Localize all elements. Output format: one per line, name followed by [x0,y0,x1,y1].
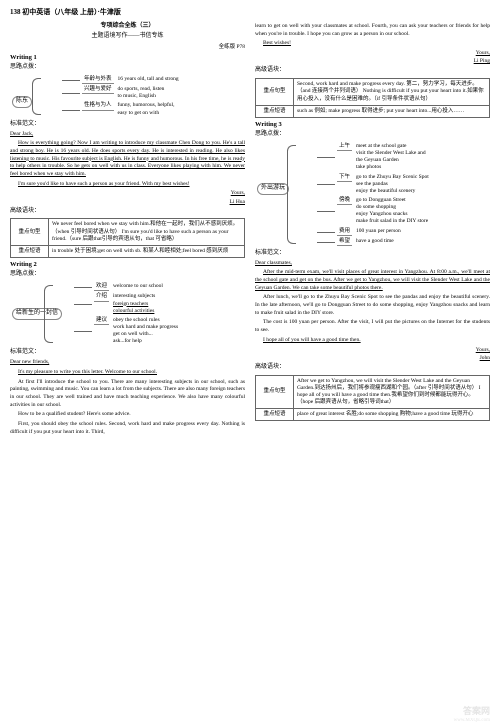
essay-para: It's my pleasure to write you this lette… [10,369,245,377]
sign: Yours, [255,50,490,57]
greeting: Dear classmates, [255,260,490,268]
mm-items: meet at the school gatevisit the Slender… [356,143,426,172]
mm-items: welcome to our school [113,283,163,290]
box-content: such as 例如; make progress 取得进步; put your… [294,106,489,117]
sign: Li Ping [255,58,490,65]
sign: Li Hua [10,199,245,206]
essay-para: After the mid-term exam, we'll visit pla… [255,269,490,292]
sign: Yours, [10,190,245,197]
page-ref: 全练版 P78 [10,44,245,51]
mm-branch-label: 兴趣与爱好 [82,86,114,94]
box-label: 重点句型 [11,219,49,244]
mm-branch-label: 希望 [337,238,352,246]
sign: John [255,355,490,362]
page-header: 138 初中英语（八年级 上册）·牛津版 [10,8,490,17]
box-content: After we get to Yangzhou, we will visit … [294,376,489,409]
mindmap-3: 外出游玩 上午 meet at the school gatevisit the … [255,143,490,246]
mm-root: 给新生的一封信 [12,308,62,320]
mm-items: go to the Zhuyu Bay Scenic Spotsee the p… [356,174,429,195]
essay-para: First, you should obey the school rules.… [10,421,245,436]
mm-branch-label: 上午 [337,143,352,151]
mind-label: 思路点拨： [255,131,490,139]
essay-para: I hope all of you will have a good time … [255,337,490,345]
essay-label: 标准范文： [10,121,245,129]
writing2-title: Writing 2 [10,261,245,269]
essay-para: At first I'll introduce the school to yo… [10,379,245,410]
mm-items: 100 yuan per person [356,228,401,235]
right-column: learn to get on well with your classmate… [255,21,490,438]
box-label: 重点句型 [256,376,294,409]
box-content: Second, work hard and make progress ever… [294,79,489,104]
watermark-url: www.MXQE.com [454,718,490,725]
mm-items: obey the school ruleswork hard and make … [113,317,178,346]
essay-para: How is everything going? Now I am writin… [10,140,245,178]
mm-root: 外出游玩 [257,183,289,195]
adv-label: 高级语块： [10,208,245,216]
mm-root: 陈东 [12,96,32,108]
essay-para: After lunch, we'll go to the Zhuyu Bay S… [255,294,490,317]
writing1-title: Writing 1 [10,54,245,62]
essay-para: Best wishes! [255,40,490,48]
vocab-box: 重点句型Second, work hard and make progress … [255,78,490,118]
writing3-title: Writing 3 [255,121,490,129]
mm-items: 16 years old, tall and strong [118,76,179,83]
mm-branch-label: 费用 [337,228,352,236]
sign: Yours, [255,347,490,354]
essay-label: 标准范文： [255,250,490,258]
box-label: 重点短语 [11,246,49,257]
mm-items: go to Dongguan Streetdo some shoppingenj… [356,197,428,226]
box-content: place of great interest 名胜;do some shopp… [294,409,489,420]
adv-label: 高级语块： [255,364,490,372]
mm-branch-label: 傍晚 [337,197,352,205]
mm-items: funny, humorous, helpful,easy to get on … [118,102,175,116]
mind-label: 思路点拨： [10,64,245,72]
watermark: 答案网 [463,706,490,718]
essay-para: The cost is 100 yuan per person. After t… [255,319,490,334]
mm-items: interesting subjectsforeign teacherscolo… [113,293,155,314]
mindmap-1: 陈东 年龄与外表 16 years old, tall and strong 兴趣… [10,76,245,117]
box-label: 重点短语 [256,409,294,420]
subtitle: 主题语境写作——书信专练 [10,33,245,41]
essay-para: learn to get on well with your classmate… [255,23,490,38]
adv-label: 高级语块： [255,67,490,75]
essay-label: 标准范文： [10,349,245,357]
essay-para: How to be a qualified student? Here's so… [10,411,245,419]
mind-label: 思路点拨： [10,271,245,279]
mm-branch-label: 欢迎 [94,283,109,291]
box-content: We never feel bored when we stay with hi… [49,219,244,244]
mm-branch-label: 年龄与外表 [82,76,114,84]
mindmap-2: 给新生的一封信 欢迎 welcome to our school 介绍 intere… [10,283,245,345]
box-content: in trouble 处于困境;get on well with sb. 和某人… [49,246,244,257]
left-column: 专项综合全练（三） 主题语境写作——书信专练 全练版 P78 Writing 1… [10,21,245,438]
mm-branch-label: 性格与为人 [82,102,114,110]
mm-items: do sports, read, listento music, English [118,86,165,100]
vocab-box: 重点句型We never feel bored when we stay wit… [10,218,245,258]
mm-branch-label: 介绍 [94,293,109,301]
mm-branch-label: 建议 [94,317,109,325]
box-label: 重点句型 [256,79,294,104]
greeting: Dear new friends, [10,359,245,367]
essay-para: I'm sure you'd like to have such a perso… [10,181,245,189]
box-label: 重点短语 [256,106,294,117]
title: 专项综合全练（三） [10,23,245,31]
mm-branch-label: 下午 [337,174,352,182]
vocab-box: 重点句型After we get to Yangzhou, we will vi… [255,375,490,422]
mm-items: have a good time [356,238,394,245]
greeting: Dear Jack, [10,131,245,139]
